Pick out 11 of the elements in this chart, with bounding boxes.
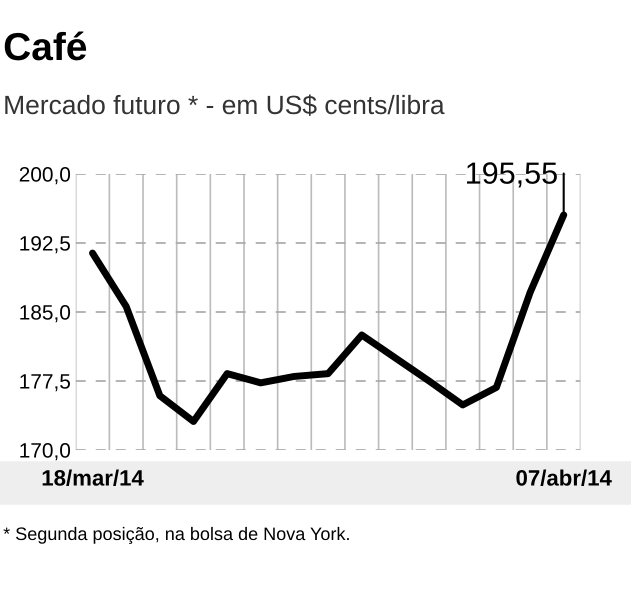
y-tick-label: 200,0: [20, 167, 70, 184]
text: * Segunda posição, na bolsa de Nova York.: [3, 526, 349, 544]
y-tick-label: 185,0: [20, 305, 70, 322]
chart-title: Café: [4, 31, 86, 60]
y-tick-label: 177,5: [20, 374, 70, 392]
x-tick-label: 18/mar/14: [42, 469, 144, 486]
data-label: 195,55: [467, 162, 557, 188]
y-tick-label: 192,5: [20, 236, 70, 254]
y-tick-label: 170,0: [20, 443, 70, 460]
chart-subtitle: Mercado futuro * - em US$ cents/libra: [5, 94, 445, 116]
x-tick-label: 07/abr/14: [516, 469, 612, 486]
